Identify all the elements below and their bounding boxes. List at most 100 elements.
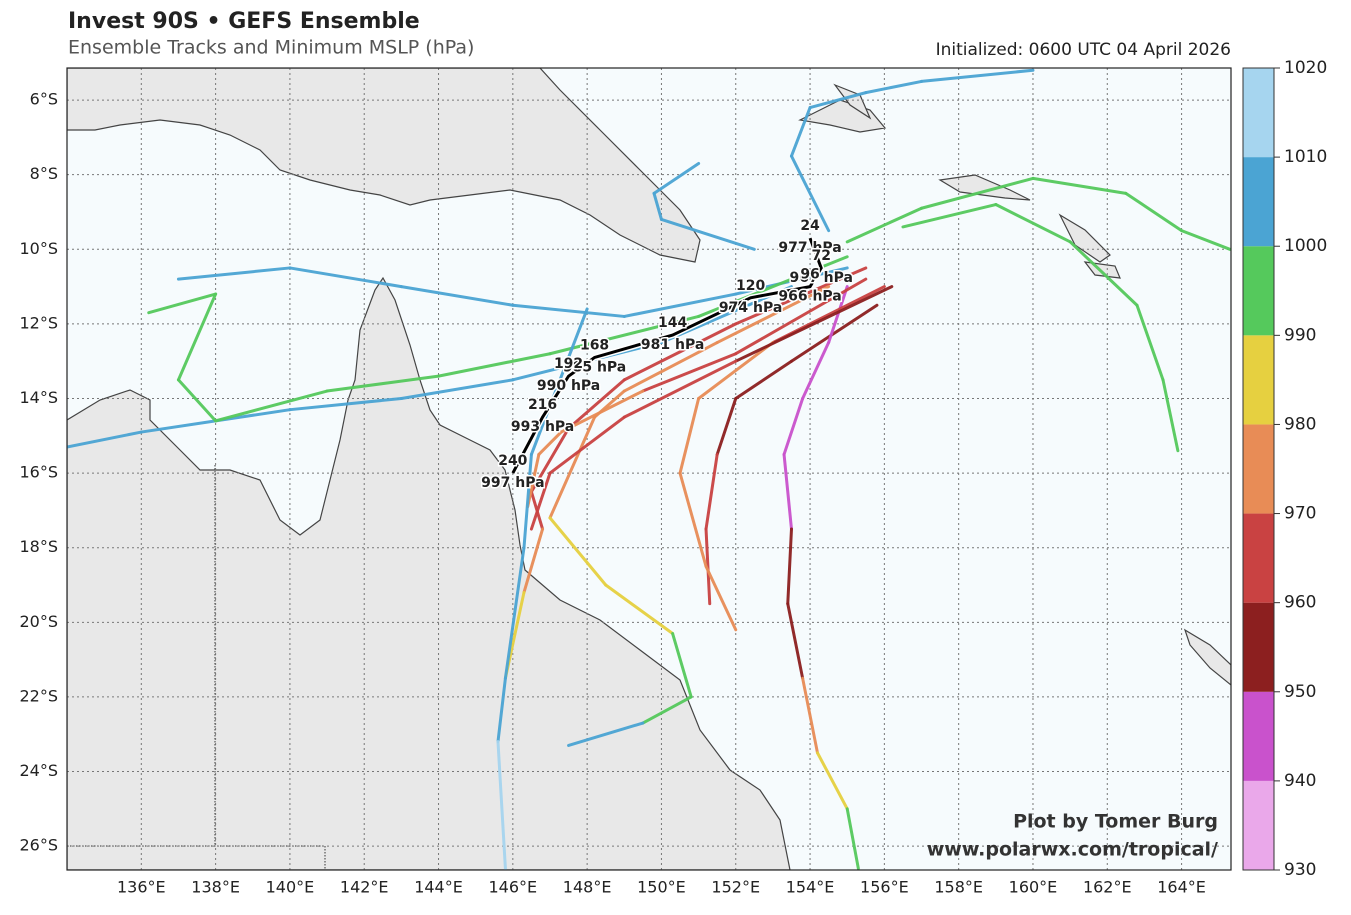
track-segment	[529, 471, 552, 531]
colorbar-bin	[1243, 246, 1274, 336]
hour-label: 72	[811, 248, 830, 264]
track-segment	[1031, 176, 1128, 195]
track-segment	[789, 154, 831, 233]
mslp-label: 993 hPa	[511, 419, 574, 435]
track-segment	[704, 564, 738, 632]
hour-label: 192	[554, 356, 583, 372]
subtitle: Ensemble Tracks and Minimum MSLP (hPa)	[68, 37, 474, 59]
hour-label: 216	[528, 397, 557, 413]
y-tick-label: 18°S	[19, 537, 58, 556]
track-segment	[559, 389, 645, 434]
track-segment	[522, 452, 533, 550]
track-segment	[789, 106, 812, 158]
track-segment	[496, 740, 507, 870]
colorbar-label: 970	[1284, 504, 1316, 524]
hour-label: 24	[800, 218, 820, 234]
colorbar-frame	[1242, 67, 1275, 871]
mslp-label: 966 hPa	[778, 289, 841, 305]
track-segment	[786, 602, 805, 680]
colorbar-label: 990	[1284, 325, 1316, 345]
track-segment	[641, 695, 693, 725]
track-segment	[147, 292, 218, 315]
colorbar-label: 1010	[1284, 147, 1327, 167]
track-segment	[1161, 378, 1180, 453]
track-segment	[537, 430, 563, 456]
colorbar-label: 930	[1284, 860, 1316, 880]
x-tick-label: 156°E	[860, 878, 909, 897]
track-segment	[704, 527, 712, 606]
track-segment	[529, 307, 589, 456]
track-segment	[176, 292, 218, 382]
track-segment	[214, 389, 329, 423]
x-tick-label: 146°E	[489, 878, 538, 897]
track-segment	[604, 583, 675, 636]
hour-label: 240	[498, 453, 527, 469]
x-tick-label: 138°E	[191, 878, 240, 897]
track-segment	[782, 396, 805, 456]
track-segment	[548, 415, 597, 520]
colorbar-bin	[1243, 780, 1274, 870]
plot-frame	[66, 67, 1232, 871]
track-segment	[678, 396, 701, 475]
track-segment	[678, 471, 708, 568]
track-segment	[864, 79, 924, 95]
colorbar-bin	[1243, 157, 1274, 247]
hour-label: 144	[658, 315, 687, 331]
y-tick-label: 26°S	[19, 836, 58, 855]
credit: Plot by Tomer Burg	[1013, 811, 1218, 833]
land	[67, 68, 1231, 870]
credit-url: www.polarwx.com/tropical/	[927, 839, 1218, 861]
hour-label: 168	[580, 337, 609, 353]
track-segment	[652, 161, 701, 195]
track-segment	[697, 341, 775, 400]
track-segment	[622, 292, 738, 318]
y-tick-label: 12°S	[19, 313, 58, 332]
track-segment	[782, 452, 793, 531]
track-segment	[671, 632, 693, 699]
track-segment	[715, 396, 738, 456]
y-tick-label: 10°S	[19, 239, 58, 258]
y-tick-label: 6°S	[30, 90, 58, 109]
track-segment	[67, 430, 143, 449]
track-segment	[734, 266, 868, 326]
ensemble-tracks	[67, 68, 1231, 870]
y-tick-label: 8°S	[30, 164, 58, 183]
track-segment	[511, 303, 626, 318]
track-segment	[845, 206, 924, 244]
track-segment	[325, 374, 441, 393]
colorbar-label: 940	[1284, 771, 1316, 791]
track-segment	[734, 285, 894, 363]
track-segment	[827, 285, 849, 345]
mslp-label: 967 hPa	[790, 270, 853, 286]
track-segment	[529, 426, 571, 494]
track-segment	[808, 91, 868, 110]
x-tick-label: 164°E	[1157, 878, 1206, 897]
colorbar-label: 960	[1284, 593, 1316, 613]
mslp-label: 981 hPa	[641, 337, 704, 353]
track-segment	[548, 314, 701, 356]
colorbar: 930 940 950 960 970 980 990 1000 1010 1020	[1242, 58, 1327, 880]
track-segment	[1180, 229, 1231, 251]
track-segment	[288, 396, 403, 412]
track-segment	[734, 277, 868, 356]
x-tick-label: 152°E	[711, 878, 760, 897]
track-segment	[548, 415, 626, 475]
y-tick-label: 24°S	[19, 761, 58, 780]
track-segment	[845, 807, 860, 870]
track-segment	[920, 176, 1035, 210]
init-time: Initialized: 0600 UTC 04 April 2026	[936, 40, 1231, 60]
track-segment	[522, 527, 545, 594]
colorbar-bin	[1243, 691, 1274, 781]
track-segment	[622, 359, 738, 419]
colorbar-bin	[1243, 602, 1274, 692]
track-segment	[1124, 191, 1184, 233]
track-segment	[659, 217, 756, 251]
x-tick-label: 148°E	[563, 878, 612, 897]
x-tick-label: 140°E	[266, 878, 315, 897]
track-segment	[734, 359, 793, 400]
track-segment	[437, 352, 552, 378]
track-segment	[399, 378, 515, 400]
x-tick-label: 136°E	[117, 878, 166, 897]
y-tick-label: 22°S	[19, 686, 58, 705]
